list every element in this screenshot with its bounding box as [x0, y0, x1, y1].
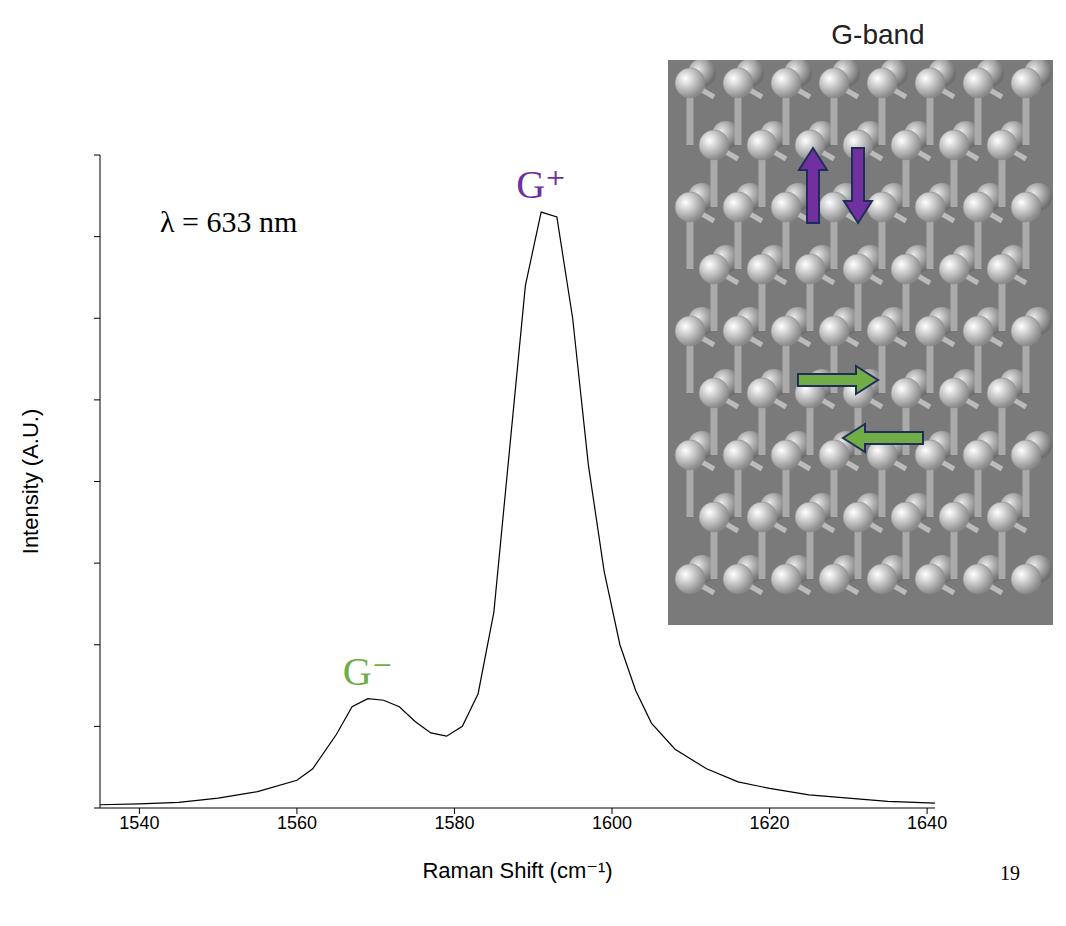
svg-text:1620: 1620: [750, 813, 790, 833]
svg-text:1540: 1540: [119, 813, 159, 833]
svg-text:G⁺: G⁺: [516, 162, 566, 207]
svg-text:G⁻: G⁻: [343, 649, 393, 694]
svg-text:G-band: G-band: [831, 19, 924, 50]
svg-text:1560: 1560: [277, 813, 317, 833]
svg-text:Intensity (A.U.): Intensity (A.U.): [18, 409, 43, 554]
svg-text:1600: 1600: [592, 813, 632, 833]
svg-text:Raman Shift (cm⁻¹): Raman Shift (cm⁻¹): [422, 858, 612, 883]
html-text:19: 19: [1000, 862, 1020, 884]
html-text:λ = 633 nm: λ = 633 nm: [160, 205, 298, 238]
svg-text:1580: 1580: [434, 813, 474, 833]
svg-text:1640: 1640: [907, 813, 947, 833]
